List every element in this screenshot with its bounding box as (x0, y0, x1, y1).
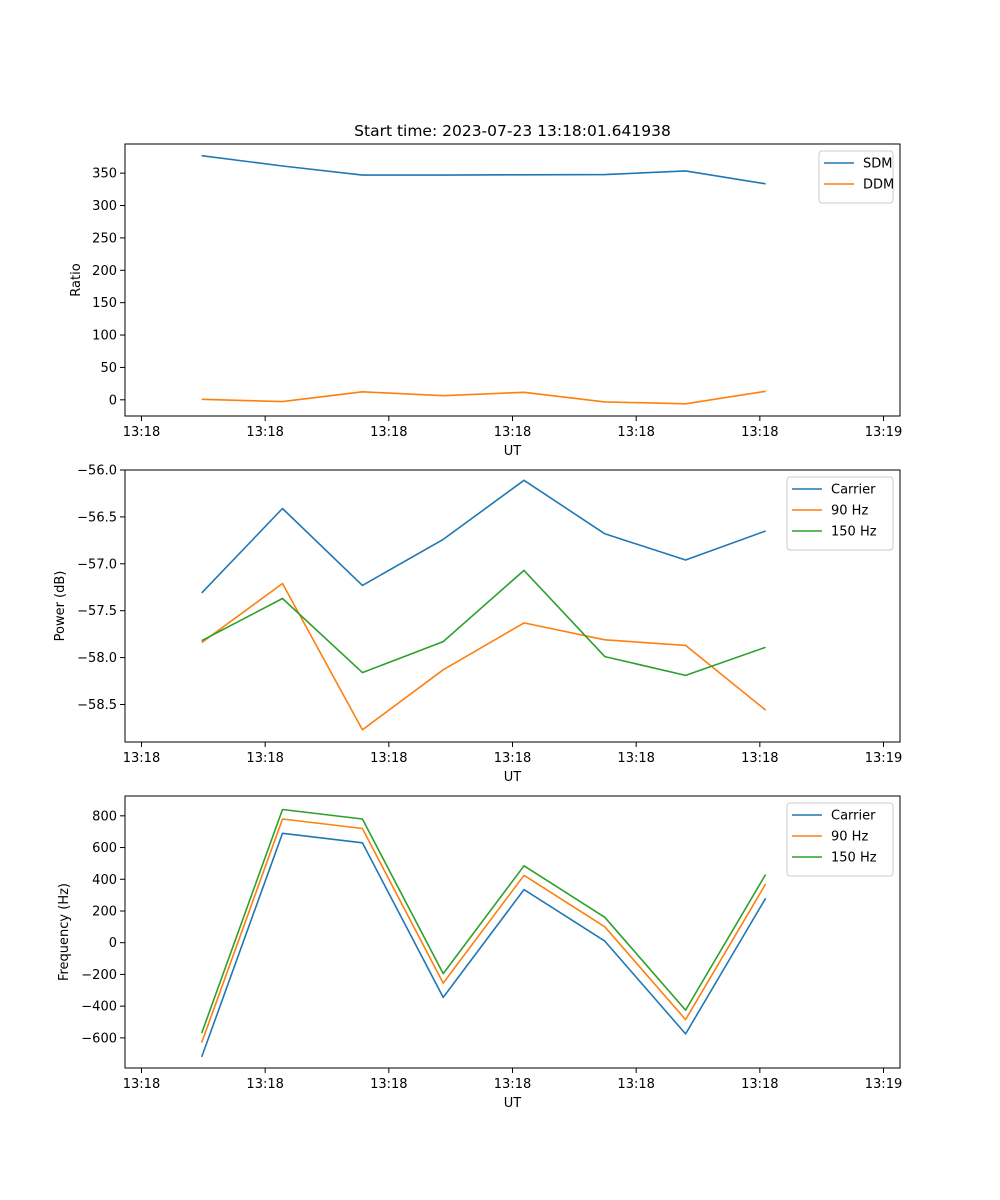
plot-frame (124, 469, 901, 743)
legend-label: 90 Hz (831, 504, 868, 519)
y-tick-label: 250 (92, 231, 117, 246)
y-tick-label: 350 (92, 167, 117, 182)
legend-label: Carrier (831, 809, 876, 824)
x-tick-label: 13:18 (123, 751, 160, 766)
x-tick-label: 13:18 (246, 751, 283, 766)
y-tick-label: 300 (92, 199, 117, 214)
y-tick-label: −600 (81, 1031, 117, 1046)
legend-label: DDM (863, 178, 894, 193)
x-tick-label: 13:18 (370, 1077, 407, 1092)
x-tick-label: 13:18 (741, 751, 778, 766)
legend: SDM DDM (818, 150, 894, 204)
y-tick-label: 0 (109, 393, 117, 408)
series-line-150-hz (201, 569, 766, 677)
x-tick-label: 13:18 (494, 1077, 531, 1092)
series-line-150-hz (200, 808, 767, 1034)
y-tick-label: −200 (81, 968, 117, 983)
legend: Carrier 90 Hz 150 Hz (786, 802, 894, 877)
x-tick-label: 13:18 (741, 425, 778, 440)
x-tick-label: 13:18 (123, 425, 160, 440)
x-tick-label: 13:18 (123, 1077, 160, 1092)
y-axis-label: Power (dB) (53, 571, 68, 642)
y-tick-label: −58.5 (77, 698, 117, 713)
series-line-carrier (201, 479, 766, 594)
x-tick-label: 13:18 (617, 1077, 654, 1092)
y-tick-label: −57.5 (77, 604, 117, 619)
x-axis-label: UT (504, 1096, 522, 1111)
y-tick-label: 600 (92, 841, 117, 856)
y-tick-label: 150 (92, 296, 117, 311)
y-axis-label: Ratio (69, 263, 84, 296)
x-tick-label: 13:18 (370, 751, 407, 766)
series-line-90-hz (200, 818, 767, 1043)
series-line-sdm (201, 154, 766, 185)
legend-label: SDM (863, 157, 892, 172)
series-line-carrier (200, 832, 767, 1058)
y-tick-label: 200 (92, 264, 117, 279)
plot-frame (124, 143, 901, 417)
figure-title: Start time: 2023-07-23 13:18:01.641938 (354, 122, 671, 140)
legend: Carrier 90 Hz 150 Hz (786, 476, 894, 551)
plot-frame (124, 795, 901, 1069)
y-tick-label: 0 (109, 936, 117, 951)
x-tick-label: 13:19 (865, 751, 902, 766)
plot-area (125, 470, 900, 742)
x-tick-label: 13:18 (494, 425, 531, 440)
y-tick-label: 200 (92, 904, 117, 919)
x-axis-label: UT (504, 770, 522, 785)
series-line-ddm (201, 390, 766, 405)
x-axis-label: UT (504, 444, 522, 459)
legend-label: 150 Hz (831, 525, 877, 540)
series-line-90-hz (201, 582, 767, 731)
plot-area (125, 796, 900, 1068)
y-tick-label: 100 (92, 329, 117, 344)
legend-label: 150 Hz (831, 851, 877, 866)
x-tick-label: 13:18 (370, 425, 407, 440)
legend-label: 90 Hz (831, 830, 868, 845)
legend-label: Carrier (831, 483, 876, 498)
y-tick-label: −56.0 (77, 464, 117, 479)
power-chart: 13:18 13:18 13:18 13:18 13:18 13:18 13:19 −58.5… (53, 464, 902, 786)
y-tick-label: 50 (100, 361, 117, 376)
x-tick-label: 13:18 (617, 425, 654, 440)
x-tick-label: 13:18 (617, 751, 654, 766)
y-tick-label: −58.0 (77, 651, 117, 666)
ratio-chart: 13:18 13:18 13:18 13:18 13:18 13:18 13:19 0 50 10… (69, 143, 902, 459)
plot-area (125, 144, 900, 416)
legend-box (818, 150, 894, 204)
y-tick-label: −56.5 (77, 510, 117, 525)
x-tick-label: 13:19 (865, 1077, 902, 1092)
x-tick-label: 13:18 (246, 425, 283, 440)
x-tick-label: 13:19 (865, 425, 902, 440)
y-tick-label: −57.0 (77, 557, 117, 572)
frequency-chart: 13:18 13:18 13:18 13:18 13:18 13:18 13:19 −600 −… (57, 795, 902, 1111)
x-tick-label: 13:18 (494, 751, 531, 766)
x-tick-label: 13:18 (741, 1077, 778, 1092)
y-tick-label: 400 (92, 873, 117, 888)
x-tick-label: 13:18 (246, 1077, 283, 1092)
y-tick-label: 800 (92, 809, 117, 824)
y-tick-label: −400 (81, 1000, 117, 1015)
y-axis-label: Frequency (Hz) (57, 883, 72, 981)
